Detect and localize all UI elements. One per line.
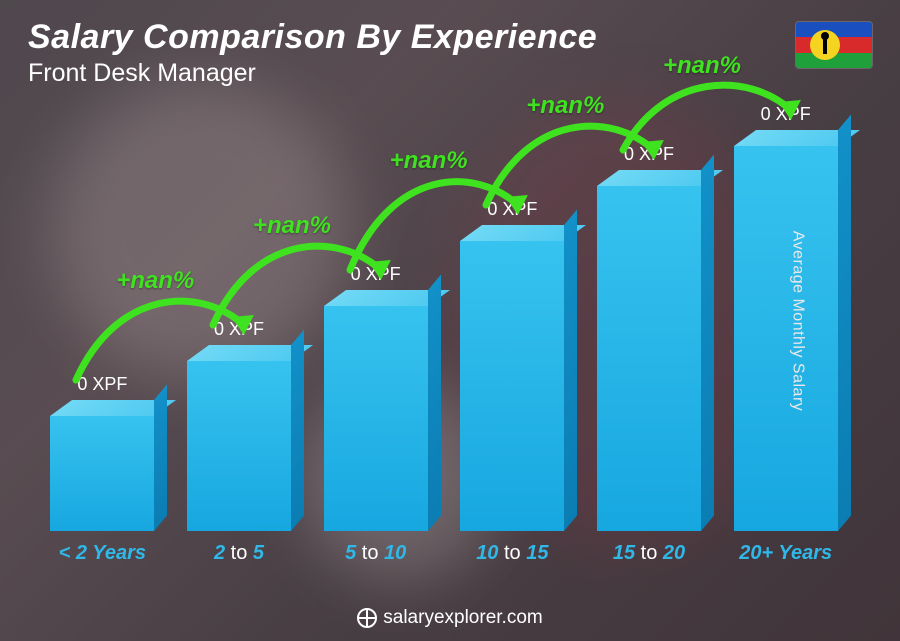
percent-change-label: +nan%	[390, 147, 468, 175]
bars-row: 0 XPF< 2 Years0 XPF2 to 50 XPF5 to 100 X…	[44, 130, 844, 531]
bar-side-face	[564, 210, 577, 531]
chart-subtitle: Front Desk Manager	[28, 59, 872, 88]
category-label: 2 to 5	[214, 542, 264, 565]
bar-slot: 0 XPF5 to 10	[317, 130, 434, 531]
footer: salaryexplorer.com	[0, 607, 900, 629]
category-label: 10 to 15	[476, 542, 548, 565]
percent-change-label: +nan%	[116, 267, 194, 295]
bar-slot: 0 XPF20+ Years	[727, 130, 844, 531]
y-axis-label: Average Monthly Salary	[789, 230, 807, 411]
percent-change-label: +nan%	[663, 52, 741, 80]
bar-front	[597, 186, 701, 531]
bar-front	[734, 146, 838, 531]
percent-change-label: +nan%	[526, 92, 604, 120]
bar-value-label: 0 XPF	[30, 374, 176, 395]
bar: 0 XPF	[460, 241, 564, 531]
bar-side-face	[291, 330, 304, 531]
globe-icon	[357, 608, 377, 628]
bar-slot: 0 XPF10 to 15	[454, 130, 571, 531]
bar-value-label: 0 XPF	[303, 264, 449, 285]
flag-icon	[796, 22, 872, 68]
bar-value-label: 0 XPF	[576, 144, 722, 165]
category-label: 15 to 20	[613, 542, 685, 565]
bar-value-label: 0 XPF	[440, 199, 586, 220]
flag-disc	[810, 30, 840, 60]
bar-slot: 0 XPF< 2 Years	[44, 130, 161, 531]
category-label: 5 to 10	[345, 542, 406, 565]
header: Salary Comparison By Experience Front De…	[28, 18, 872, 88]
bar-front	[460, 241, 564, 531]
chart-area: 0 XPF< 2 Years0 XPF2 to 50 XPF5 to 100 X…	[44, 130, 844, 571]
bar: 0 XPF	[187, 361, 291, 531]
bar-side-face	[838, 115, 851, 531]
bar-side-face	[701, 155, 714, 531]
bar: 0 XPF	[324, 306, 428, 531]
bar-value-label: 0 XPF	[713, 104, 859, 125]
bar-front	[50, 416, 154, 531]
bar-slot: 0 XPF15 to 20	[591, 130, 708, 531]
bar-value-label: 0 XPF	[166, 319, 312, 340]
bar-side-face	[428, 275, 441, 531]
bar: 0 XPF	[50, 416, 154, 531]
bar: 0 XPF	[597, 186, 701, 531]
chart-title: Salary Comparison By Experience	[28, 18, 872, 57]
bar-front	[187, 361, 291, 531]
footer-text: salaryexplorer.com	[383, 607, 542, 629]
bar: 0 XPF	[734, 146, 838, 531]
category-label: < 2 Years	[59, 542, 146, 565]
category-label: 20+ Years	[739, 542, 832, 565]
flag-glyph	[823, 36, 827, 54]
bar-side-face	[154, 385, 167, 531]
bar-slot: 0 XPF2 to 5	[181, 130, 298, 531]
bar-front	[324, 306, 428, 531]
percent-change-label: +nan%	[253, 212, 331, 240]
